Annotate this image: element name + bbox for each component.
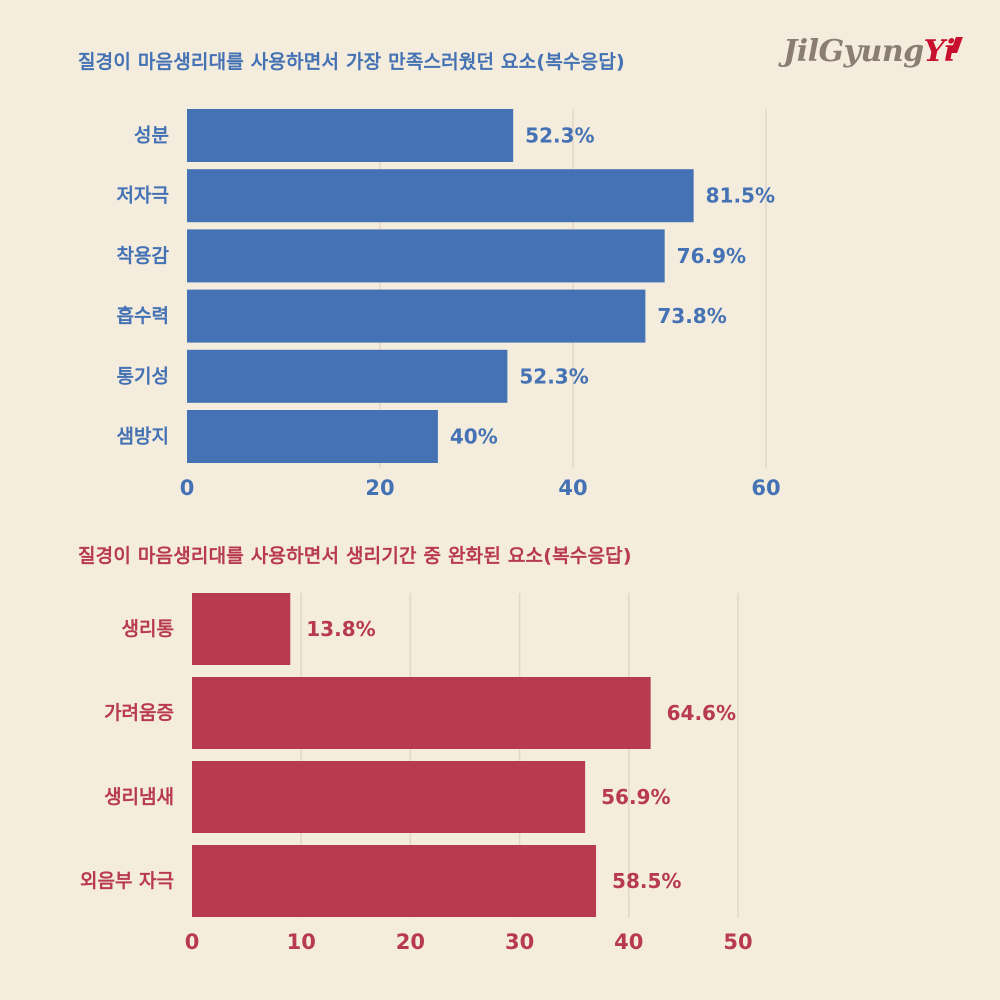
logo-text: JilGyung xyxy=(783,34,924,69)
satisfaction-bar-chart: 성분 52.3% 저자극 81.5% 착용감 76.9% 흡수력 73.8% 통기성 52.3% 샘… xyxy=(117,109,781,500)
category-label: 생리냄새 xyxy=(104,786,174,808)
chart-1-title: 질경이 마음생리대를 사용하면서 가장 만족스러웠던 요소(복수응답) xyxy=(78,51,625,73)
value-label: 52.3% xyxy=(519,364,588,388)
bar xyxy=(187,109,514,162)
category-label: 성분 xyxy=(134,125,169,147)
category-label: 외음부 자극 xyxy=(80,870,174,892)
category-label: 저자극 xyxy=(117,185,169,207)
value-label: 13.8% xyxy=(306,617,375,641)
chart-2-title: 질경이 마음생리대를 사용하면서 생리기간 중 완화된 요소(복수응답) xyxy=(78,545,632,567)
category-label: 생리통 xyxy=(122,618,174,640)
tick-label: 0 xyxy=(185,930,200,954)
category-label: 통기성 xyxy=(117,365,169,387)
value-label: 56.9% xyxy=(601,785,670,809)
bar xyxy=(187,349,508,403)
bar xyxy=(187,229,665,283)
value-label: 52.3% xyxy=(525,124,594,148)
value-label: 73.8% xyxy=(657,304,726,328)
tick-label: 10 xyxy=(287,930,316,954)
tick-label: 0 xyxy=(180,476,195,500)
value-label: 64.6% xyxy=(667,701,736,725)
tick-label: 40 xyxy=(558,476,587,500)
relief-bar-chart: 생리통 13.8% 가려움증 64.6% 생리냄새 56.9% 외음부 자극 58.5% 0 10… xyxy=(80,593,753,954)
tick-label: 50 xyxy=(723,930,752,954)
bar xyxy=(187,169,694,223)
tick-label: 40 xyxy=(614,930,643,954)
tick-label: 30 xyxy=(505,930,534,954)
bar xyxy=(187,289,646,343)
value-label: 40% xyxy=(450,425,498,449)
value-label: 76.9% xyxy=(677,244,746,268)
bar xyxy=(192,761,586,833)
category-label: 착용감 xyxy=(117,245,170,267)
bar xyxy=(187,410,438,463)
tick-label: 60 xyxy=(751,476,780,500)
bar xyxy=(192,845,597,917)
tick-label: 20 xyxy=(365,476,394,500)
category-label: 가려움증 xyxy=(104,702,174,724)
tick-label: 20 xyxy=(396,930,425,954)
category-label: 흡수력 xyxy=(117,304,169,327)
category-label: 샘방지 xyxy=(117,426,169,448)
brand-logo: JilGyungYi xyxy=(783,34,963,69)
bar xyxy=(192,677,651,749)
value-label: 81.5% xyxy=(706,184,775,208)
bar xyxy=(192,593,291,665)
value-label: 58.5% xyxy=(612,869,681,893)
